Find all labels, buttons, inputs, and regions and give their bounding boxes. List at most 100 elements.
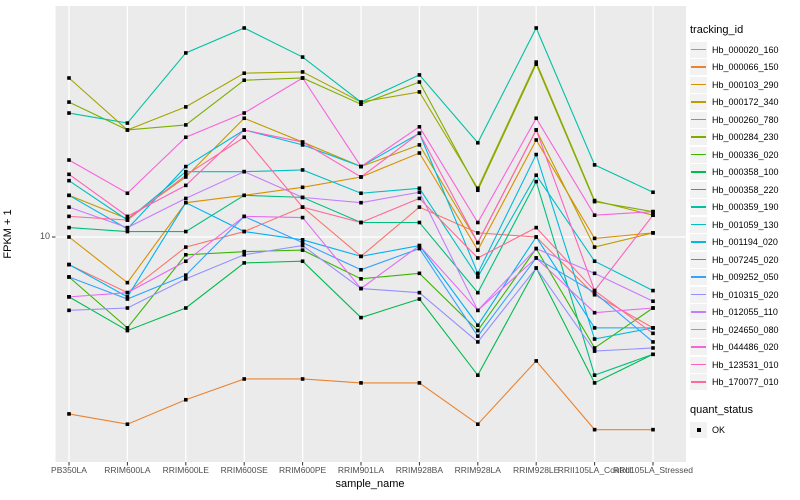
legend-item-label: Hb_000103_290: [712, 79, 779, 90]
data-point-Hb_024650_080: [359, 286, 363, 291]
x-tick-label-RRIM600LA: RRIM600LA: [104, 465, 151, 475]
legend-item-Hb_000336_020: Hb_000336_020: [690, 146, 800, 164]
legend-item-label: Hb_000358_100: [712, 167, 779, 178]
data-point-Hb_010315_020: [125, 306, 130, 310]
data-point-Hb_024650_080: [300, 215, 305, 220]
data-point-Hb_170077_010: [417, 196, 422, 201]
data-point-Hb_000260_780: [242, 71, 246, 75]
data-point-Hb_000358_100: [417, 297, 422, 301]
data-point-Hb_009252_050: [417, 246, 422, 251]
data-point-Hb_024650_080: [534, 256, 538, 260]
data-point-Hb_000020_160: [592, 292, 597, 297]
legend-item-label: Hb_000284_230: [712, 132, 779, 143]
data-point-Hb_007245_020: [300, 238, 305, 242]
data-point-Hb_009252_050: [67, 275, 71, 279]
data-point-Hb_007245_020: [242, 229, 246, 234]
color-line-legend-key-icon: [690, 41, 707, 58]
data-point-Hb_044486_020: [592, 213, 597, 217]
legend-item-Hb_001194_020: Hb_001194_020: [690, 234, 800, 252]
data-point-Hb_001059_130: [184, 169, 188, 174]
color-line-legend-key-icon: [690, 251, 707, 268]
x-tick-label-RRIM600PE: RRIM600PE: [278, 465, 327, 475]
legend-item-label: Hb_000172_340: [712, 97, 779, 108]
black-square-legend-key-icon: [690, 421, 707, 438]
data-point-Hb_170077_010: [242, 135, 246, 140]
legend-item-Hb_024650_080: Hb_024650_080: [690, 321, 800, 339]
data-point-Hb_012055_110: [592, 271, 597, 276]
x-tick-label-RRIM600SE: RRIM600SE: [220, 465, 268, 475]
data-point-Hb_009252_050: [592, 290, 597, 295]
legend-item-label: Hb_000336_020: [712, 149, 779, 160]
data-point-Hb_123531_010: [534, 128, 538, 132]
color-line-legend-key-icon: [690, 164, 707, 181]
data-point-Hb_012055_110: [359, 200, 363, 205]
data-point-Hb_007245_020: [651, 326, 655, 330]
color-line-legend-key-icon: [690, 59, 707, 76]
data-point-Hb_000359_190: [67, 111, 71, 115]
color-line-legend-key-icon: [690, 286, 707, 303]
data-point-Hb_000358_220: [534, 179, 538, 184]
data-point-Hb_024650_080: [184, 259, 188, 264]
data-point-Hb_170077_010: [184, 173, 188, 178]
data-point-Hb_123531_010: [242, 128, 246, 132]
data-point-Hb_044486_020: [651, 209, 655, 214]
data-point-Hb_170077_010: [300, 205, 305, 209]
data-point-Hb_010315_020: [592, 349, 597, 353]
data-point-Hb_009252_050: [359, 267, 363, 272]
data-point-Hb_170077_010: [67, 214, 71, 219]
legend-item-Hb_009252_050: Hb_009252_050: [690, 269, 800, 287]
data-point-Hb_000284_230: [184, 123, 188, 127]
data-point-Hb_170077_010: [476, 256, 480, 260]
legend-item-label: Hb_009252_050: [712, 272, 779, 283]
data-point-Hb_000358_100: [300, 259, 305, 264]
data-point-Hb_010315_020: [67, 308, 71, 313]
data-point-Hb_000358_100: [125, 328, 130, 333]
data-point-Hb_000103_290: [67, 235, 71, 239]
data-point-Hb_000359_190: [242, 26, 246, 30]
legend-item-label: Hb_001194_020: [712, 237, 778, 248]
data-point-Hb_001194_020: [476, 271, 480, 276]
data-point-Hb_000260_780: [417, 90, 422, 94]
x-tick-label-RRIM928LA: RRIM928LA: [454, 465, 501, 475]
data-point-Hb_001194_020: [534, 152, 538, 157]
legend-item-Hb_000103_290: Hb_000103_290: [690, 76, 800, 94]
data-point-Hb_000172_340: [651, 231, 655, 235]
data-point-Hb_170077_010: [651, 331, 655, 336]
data-point-Hb_170077_010: [125, 218, 130, 222]
data-point-Hb_000103_290: [300, 185, 305, 190]
data-point-Hb_000066_150: [417, 381, 422, 385]
data-point-Hb_000260_780: [300, 70, 305, 74]
legend-title-tracking-id: tracking_id: [690, 24, 744, 36]
data-point-Hb_000359_190: [359, 100, 363, 104]
data-point-Hb_000284_230: [125, 128, 130, 132]
data-point-Hb_000358_220: [125, 229, 130, 234]
x-tick-label-RRIM901LA: RRIM901LA: [337, 465, 385, 475]
data-point-Hb_000066_150: [184, 397, 188, 402]
data-point-Hb_010315_020: [242, 252, 246, 257]
data-point-Hb_000359_190: [651, 190, 655, 195]
data-point-Hb_170077_010: [359, 220, 363, 225]
x-tick-label-RRII105LA_Stressed: RRII105LA_Stressed: [613, 465, 693, 475]
data-point-Hb_000359_190: [300, 55, 305, 59]
data-point-Hb_000172_340: [417, 143, 422, 147]
data-point-Hb_007245_020: [184, 200, 188, 205]
legend-item-label: Hb_000358_220: [712, 184, 779, 195]
legend-item-label: Hb_007245_020: [712, 254, 779, 265]
data-point-Hb_012055_110: [125, 225, 130, 230]
data-point-Hb_000066_150: [67, 412, 71, 416]
data-point-Hb_000336_020: [476, 328, 480, 333]
data-point-Hb_000066_150: [125, 422, 130, 427]
legend-item-label: Hb_012055_110: [712, 307, 778, 318]
data-point-Hb_024650_080: [592, 310, 597, 315]
data-point-Hb_000358_220: [592, 373, 597, 377]
data-point-Hb_000358_220: [242, 193, 246, 198]
data-point-Hb_000336_020: [592, 346, 597, 350]
y-axis-title: FPKM + 1: [2, 209, 14, 259]
data-point-Hb_001059_130: [476, 275, 480, 279]
data-point-Hb_123531_010: [300, 140, 305, 144]
data-point-Hb_000103_290: [417, 151, 422, 155]
data-point-Hb_009252_050: [476, 334, 480, 338]
data-point-Hb_123531_010: [476, 240, 480, 245]
data-point-Hb_000020_160: [476, 231, 480, 235]
data-point-Hb_000066_150: [592, 427, 597, 432]
